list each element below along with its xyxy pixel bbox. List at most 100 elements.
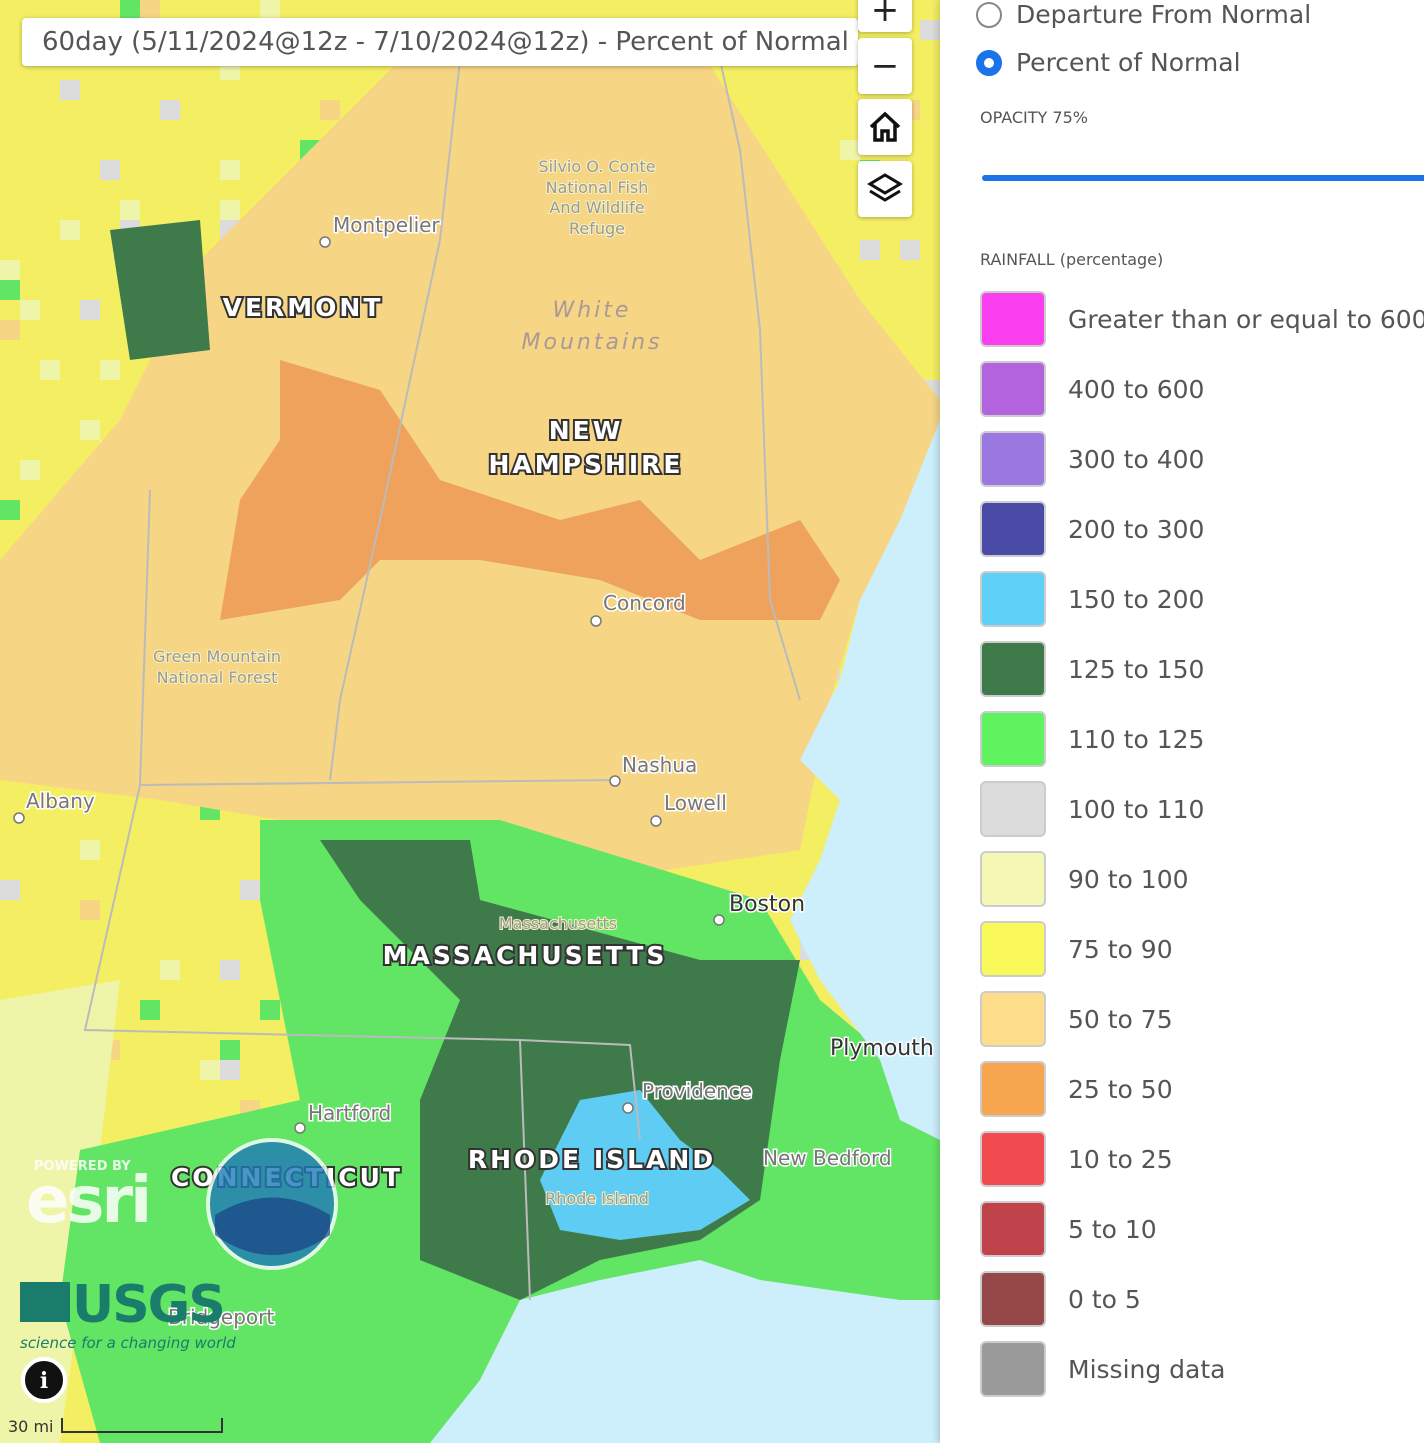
city-marker — [609, 775, 621, 787]
state-border — [719, 59, 801, 701]
map[interactable]: Montpelier VERMONT NEW HAMPSHIRE White M… — [0, 0, 940, 1443]
city-marker — [319, 236, 331, 248]
legend-swatch — [980, 991, 1046, 1047]
place-label: Lowell — [664, 791, 727, 815]
legend-item: 125 to 150 — [980, 640, 1204, 698]
region-50-75 — [0, 50, 940, 880]
legend-item: 90 to 100 — [980, 850, 1189, 908]
legend-label: 5 to 10 — [1068, 1214, 1157, 1244]
map-cell — [100, 360, 120, 380]
feature-label: Massachusetts — [499, 914, 617, 933]
map-cell — [220, 160, 240, 180]
legend-swatch — [980, 501, 1046, 557]
ocean — [430, 420, 940, 1443]
legend-item: Greater than or equal to 600 — [980, 290, 1424, 348]
state-border — [519, 1039, 641, 1141]
place-label: Concord — [603, 591, 686, 615]
zoom-in[interactable]: + — [858, 0, 912, 32]
map-cell — [120, 0, 140, 20]
map-cell — [920, 20, 940, 40]
layers-button[interactable] — [858, 161, 912, 217]
city-marker — [622, 1102, 634, 1114]
opacity-slider[interactable] — [982, 175, 1424, 181]
feature-label: Rhode Island — [545, 1189, 649, 1208]
map-cell — [0, 500, 20, 520]
radio-option[interactable]: Departure From Normal — [976, 0, 1311, 29]
legend-swatch — [980, 851, 1046, 907]
map-cell — [20, 300, 40, 320]
feature-label: Silvio O. Conte — [538, 157, 655, 176]
home-icon — [869, 111, 901, 142]
state-border — [329, 59, 461, 781]
noaa-logo-wave — [215, 1197, 330, 1255]
map-cell — [120, 200, 140, 220]
legend-label: 25 to 50 — [1068, 1074, 1173, 1104]
info-button[interactable] — [21, 1357, 67, 1403]
map-cell — [160, 100, 180, 120]
legend-swatch — [980, 431, 1046, 487]
map-cell — [900, 240, 920, 260]
map-cell — [320, 100, 340, 120]
legend-label: 10 to 25 — [1068, 1144, 1173, 1174]
radio-option[interactable]: Percent of Normal — [976, 48, 1241, 77]
map-cell — [100, 160, 120, 180]
legend-swatch — [980, 1341, 1046, 1397]
radio-button[interactable] — [976, 49, 1002, 76]
legend-item: 75 to 90 — [980, 920, 1173, 978]
feature-label: Green Mountain — [153, 647, 281, 666]
map-cell — [80, 420, 100, 440]
radio-button[interactable] — [976, 1, 1002, 28]
legend-label: 50 to 75 — [1068, 1004, 1173, 1034]
city-marker — [13, 812, 25, 824]
legend-item: 10 to 25 — [980, 1130, 1173, 1188]
map-cell — [80, 900, 100, 920]
esri-logo: esri — [26, 1164, 149, 1238]
place-label: Nashua — [622, 753, 697, 777]
legend-label: 110 to 125 — [1068, 724, 1205, 754]
map-cell — [240, 880, 260, 900]
place-label: Montpelier — [333, 213, 440, 237]
legend-label: 125 to 150 — [1068, 654, 1205, 684]
legend-label: Missing data — [1068, 1354, 1226, 1384]
legend-swatch — [980, 291, 1046, 347]
home-button[interactable] — [858, 99, 912, 155]
map-cell — [0, 880, 20, 900]
map-cell — [260, 1000, 280, 1020]
feature-label: Mountains — [522, 330, 663, 355]
legend-swatch — [980, 1131, 1046, 1187]
city-marker — [590, 615, 602, 627]
map-cell — [20, 460, 40, 480]
legend-item: 0 to 5 — [980, 1270, 1141, 1328]
map-cell — [140, 1000, 160, 1020]
state-label: MASSACHUSETTS — [383, 941, 668, 970]
zoom-out[interactable]: − — [858, 38, 912, 94]
legend-swatch — [980, 641, 1046, 697]
legend-item: 400 to 600 — [980, 360, 1204, 418]
map-cell — [0, 280, 20, 300]
legend-item: 5 to 10 — [980, 1200, 1157, 1258]
state-label: RHODE ISLAND — [468, 1145, 716, 1174]
map-cell — [60, 220, 80, 240]
map-cell — [0, 260, 20, 280]
layers-icon — [867, 173, 903, 202]
state-label: VERMONT — [223, 293, 384, 322]
map-cell — [80, 840, 100, 860]
region-25-50 — [220, 360, 840, 620]
legend-swatch — [980, 1061, 1046, 1117]
scale-label: 30 mi — [8, 1417, 53, 1436]
state-border — [83, 784, 531, 1301]
city-marker — [713, 914, 725, 926]
legend-item: 50 to 75 — [980, 990, 1173, 1048]
legend-title: RAINFALL (percentage) — [980, 250, 1164, 269]
legend-label: 400 to 600 — [1068, 374, 1205, 404]
feature-label: National Fish — [546, 178, 649, 197]
legend-item: 110 to 125 — [980, 710, 1204, 768]
map-cell — [840, 140, 860, 160]
region-125-150 — [110, 220, 210, 360]
map-cell — [60, 80, 80, 100]
usgs-tagline: science for a changing world — [20, 1334, 236, 1352]
legend-label: Greater than or equal to 600 — [1068, 304, 1424, 334]
place-label: Bridgeport — [168, 1305, 274, 1329]
map-title: 60day (5/11/2024@12z - 7/10/2024@12z) - … — [22, 18, 858, 66]
